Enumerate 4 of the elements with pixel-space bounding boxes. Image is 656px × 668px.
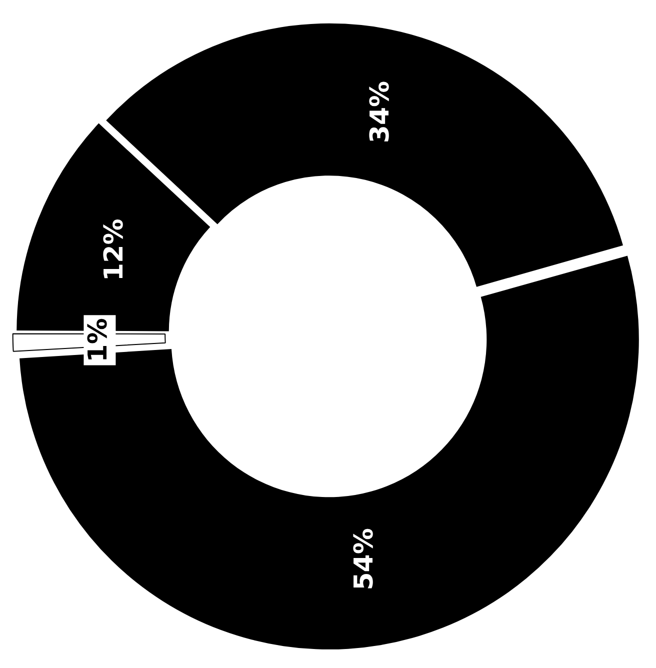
- data-label: 12%: [99, 218, 130, 281]
- data-label: 54%: [350, 528, 380, 590]
- data-label: 1%: [83, 318, 114, 362]
- data-label: 34%: [365, 80, 396, 144]
